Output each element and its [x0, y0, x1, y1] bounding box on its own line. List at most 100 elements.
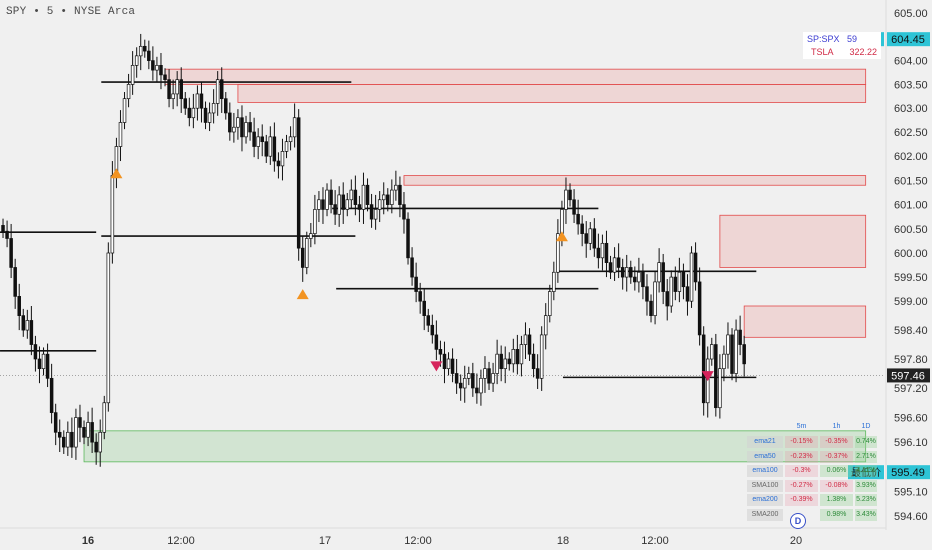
price-tick-label: 596.60: [894, 413, 928, 425]
candle: [458, 374, 463, 401]
candle-down: [738, 329, 742, 345]
candle-up: [155, 65, 159, 71]
price-tick-label: 599.00: [894, 296, 928, 308]
time-tick-label: 18: [557, 535, 569, 547]
price-tag-value: 595.49: [891, 467, 925, 479]
candle: [681, 263, 686, 300]
time-tick-label: 20: [790, 535, 802, 547]
legend-item-tsla[interactable]: TSLA 322.22: [811, 47, 877, 57]
candle: [268, 126, 273, 165]
candle: [649, 294, 653, 323]
candle: [487, 361, 491, 390]
candle: [467, 366, 471, 386]
candle: [90, 407, 94, 453]
candle: [228, 102, 232, 141]
candle: [637, 257, 641, 293]
candle: [203, 101, 208, 130]
price-tick-label: 597.20: [894, 383, 928, 395]
zone-layer: [83, 68, 867, 463]
ema-cell-value: -0.37%: [820, 450, 853, 463]
price-tick-label: 596.10: [894, 437, 928, 449]
candle-up: [637, 271, 641, 283]
candle-up: [552, 271, 556, 292]
candle-up: [325, 189, 329, 210]
candle: [151, 46, 155, 81]
price-tick-label: 602.00: [894, 151, 928, 163]
price-tick-label: 601.50: [894, 175, 928, 187]
candle: [292, 103, 297, 148]
ema-row-name: SMA100: [747, 479, 783, 492]
candle: [66, 421, 70, 456]
candle: [187, 97, 192, 127]
candle-up: [653, 281, 657, 316]
candle-down: [633, 276, 637, 283]
candle: [738, 315, 742, 356]
candle: [568, 183, 572, 207]
candle-down: [629, 267, 633, 278]
candle-down: [167, 79, 171, 100]
ema-cell-value: 5.23%: [855, 494, 877, 506]
candle: [215, 71, 220, 116]
candle-up: [556, 233, 560, 273]
candle: [191, 93, 196, 129]
candle: [588, 222, 593, 251]
candle-layer: [1, 33, 746, 467]
candle-down: [515, 349, 520, 365]
candle-down: [240, 117, 244, 138]
ema-cell-value: -0.23%: [785, 450, 818, 463]
candle-down: [572, 199, 576, 215]
candle-down: [321, 199, 325, 210]
price-tick-label: 603.50: [894, 79, 928, 91]
candle-up: [232, 126, 236, 133]
candle: [394, 170, 398, 201]
candle: [248, 112, 252, 141]
candle: [300, 235, 305, 282]
candle-down: [527, 334, 532, 355]
candle: [337, 186, 341, 227]
candle-down: [82, 427, 86, 438]
candle: [641, 263, 645, 300]
legend-item-spx[interactable]: SP:SPX 59: [807, 34, 857, 44]
candle: [219, 67, 224, 113]
candle: [519, 335, 524, 377]
candle: [580, 215, 584, 247]
candle-down: [57, 431, 62, 438]
candle: [511, 338, 516, 373]
candle-up: [612, 257, 617, 273]
candle: [552, 261, 556, 301]
candle-down: [341, 194, 345, 210]
candle: [276, 152, 281, 179]
compare-legend[interactable]: SP:SPX 59 TSLA 322.22: [803, 32, 881, 59]
ema-cell-value: 0.06%: [820, 465, 853, 477]
ema-header-1D: 1D: [861, 423, 871, 430]
candle-down: [143, 45, 147, 52]
candle-up: [126, 84, 131, 100]
candle-up: [130, 65, 135, 85]
candle-down: [458, 382, 463, 389]
candle-up: [134, 55, 139, 66]
candle-down: [592, 228, 597, 249]
candle-up: [624, 267, 629, 278]
buy-signal-3: [555, 231, 568, 242]
candle: [742, 335, 746, 377]
candle-down: [94, 441, 98, 453]
candle: [495, 339, 499, 385]
candle: [199, 81, 204, 123]
price-tag-bg: [887, 368, 930, 383]
candle: [321, 187, 325, 224]
resistance-zone-3: [719, 214, 867, 268]
ema-cell-value: 1.38%: [820, 494, 853, 506]
d-badge-icon[interactable]: D: [790, 513, 806, 529]
candle-up: [195, 93, 200, 109]
candle-down: [406, 218, 410, 259]
candle: [240, 105, 244, 152]
candle-up: [317, 199, 321, 210]
candle: [98, 419, 102, 467]
time-tick-label: 12:00: [167, 535, 195, 547]
candle: [523, 322, 528, 359]
candle: [252, 117, 256, 158]
candle-down: [29, 320, 34, 345]
candle: [70, 417, 74, 458]
ema-row-name: ema200: [747, 494, 783, 506]
